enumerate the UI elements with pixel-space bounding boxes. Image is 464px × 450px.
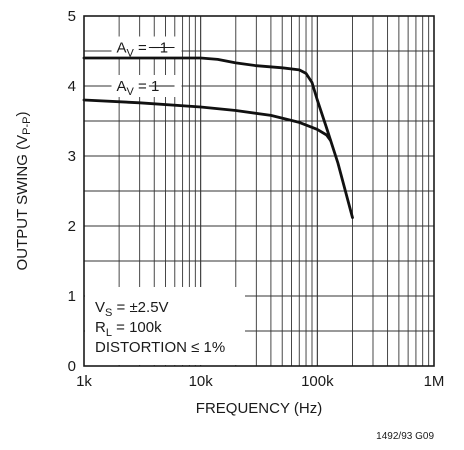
y-axis-label-main: OUTPUT SWING (V xyxy=(14,135,31,271)
x-axis-label: FREQUENCY (Hz) xyxy=(196,400,322,417)
y-axis-label-sub: P-P xyxy=(21,117,33,135)
y-tick-label: 2 xyxy=(68,218,76,235)
annotation-sub: L xyxy=(106,327,112,339)
series-label-background xyxy=(111,36,182,59)
series-label-main: A xyxy=(117,78,127,95)
annotation-main: DISTORTION ≤ 1% xyxy=(95,339,225,356)
series-label-rest: = 1 xyxy=(134,78,159,95)
y-tick-label: 4 xyxy=(68,78,76,95)
series-line-1 xyxy=(82,56,354,220)
y-tick-label: 3 xyxy=(68,148,76,165)
series-label: AV = −1 xyxy=(117,40,169,60)
annotation-main: R xyxy=(95,319,106,336)
series-label-sub: V xyxy=(127,86,135,98)
x-tick-label: 100k xyxy=(301,373,334,390)
series-line-2 xyxy=(82,98,333,143)
annotation-line: DISTORTION ≤ 1% xyxy=(95,339,225,356)
annotation-line: RL = 100k xyxy=(95,319,162,339)
figure-code: 1492/93 G09 xyxy=(376,431,434,442)
annotation-background xyxy=(85,287,245,365)
x-tick-labels: 1k 10k 100k 1M xyxy=(76,373,444,390)
series-lines xyxy=(82,56,354,220)
y-axis-label-close: ) xyxy=(14,112,31,117)
series-labels: AV = −1AV = 1 xyxy=(117,40,175,98)
y-tick-label: 1 xyxy=(68,288,76,305)
x-tick-label: 10k xyxy=(189,373,214,390)
series-label-rest: = −1 xyxy=(134,40,168,57)
series-label-background xyxy=(111,75,182,97)
annotation-rest: = ±2.5V xyxy=(112,299,168,316)
y-tick-label: 5 xyxy=(68,8,76,25)
grid xyxy=(84,16,434,366)
annotation-line: VS = ±2.5V xyxy=(95,299,169,319)
x-tick-label: 1M xyxy=(424,373,445,390)
annotation-main: V xyxy=(95,299,105,316)
y-tick-labels: 0 1 2 3 4 5 xyxy=(68,8,76,375)
annotation-rest: = 100k xyxy=(112,319,162,336)
y-tick-label: 0 xyxy=(68,358,76,375)
plot-frame xyxy=(83,15,435,367)
series-label-sub: V xyxy=(127,48,135,60)
series-label: AV = 1 xyxy=(117,78,160,98)
annotation-sub: S xyxy=(105,307,112,319)
y-axis-label: OUTPUT SWING (VP-P) xyxy=(14,112,33,271)
series-label-main: A xyxy=(117,40,127,57)
x-tick-label: 1k xyxy=(76,373,92,390)
